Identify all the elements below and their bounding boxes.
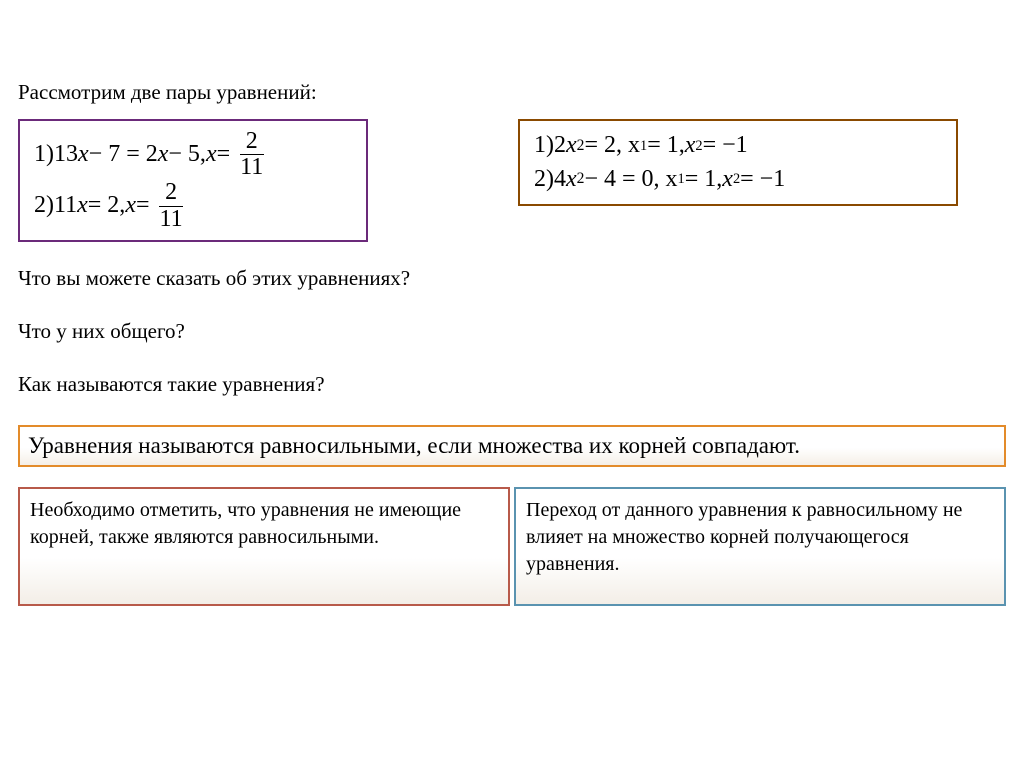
eq-text: = 1, xyxy=(685,163,723,197)
eq-text: = 1, xyxy=(647,129,685,163)
equation-box-right: 1)2 x2 = 2, x1 = 1, x2 = −1 2)4 x2 − 4 =… xyxy=(518,119,958,206)
right-equation-1: 1)2 x2 = 2, x1 = 1, x2 = −1 xyxy=(534,129,942,163)
var-x: x xyxy=(206,138,217,172)
eq-text: = xyxy=(217,138,231,172)
notes-row: Необходимо отметить, что уравнения не им… xyxy=(18,487,1006,606)
var-x: x xyxy=(566,129,577,163)
var-x: x xyxy=(125,189,136,223)
eq-text: 2)11 xyxy=(34,189,77,223)
questions-block: Что вы можете сказать об этих уравнениях… xyxy=(18,266,1006,397)
fraction-denominator: 11 xyxy=(234,155,269,180)
eq-text: 1)13 xyxy=(34,138,78,172)
var-x: x xyxy=(78,138,89,172)
eq-text: = −1 xyxy=(703,129,748,163)
exponent: 2 xyxy=(577,135,585,157)
exponent: 2 xyxy=(577,168,585,190)
var-x: x xyxy=(77,189,88,223)
fraction: 2 11 xyxy=(234,129,269,180)
eq-text: 2)4 xyxy=(534,163,566,197)
var-x: x xyxy=(566,163,577,197)
eq-text: = xyxy=(136,189,150,223)
eq-text: − 5, xyxy=(168,138,206,172)
definition-banner: Уравнения называются равносильными, если… xyxy=(18,425,1006,467)
var-x: x xyxy=(722,163,733,197)
subscript: 2 xyxy=(733,169,740,189)
var-x: x xyxy=(158,138,169,172)
fraction: 2 11 xyxy=(154,180,189,231)
question-3: Как называются такие уравнения? xyxy=(18,372,1006,397)
question-2: Что у них общего? xyxy=(18,319,1006,344)
left-equation-1: 1)13 x − 7 = 2 x − 5, x = 2 11 xyxy=(34,129,352,180)
fraction-numerator: 2 xyxy=(240,129,264,155)
subscript: 1 xyxy=(640,136,647,156)
eq-text: − 4 = 0, x xyxy=(584,163,677,197)
equation-boxes-row: 1)13 x − 7 = 2 x − 5, x = 2 11 2)11 x = … xyxy=(18,119,1006,242)
eq-text: = 2, x xyxy=(584,129,640,163)
left-equation-2: 2)11 x = 2, x = 2 11 xyxy=(34,180,352,231)
var-x: x xyxy=(685,129,696,163)
subscript: 2 xyxy=(695,136,702,156)
fraction-numerator: 2 xyxy=(159,180,183,206)
question-1: Что вы можете сказать об этих уравнениях… xyxy=(18,266,1006,291)
subscript: 1 xyxy=(678,169,685,189)
fraction-denominator: 11 xyxy=(154,207,189,232)
equation-box-left: 1)13 x − 7 = 2 x − 5, x = 2 11 2)11 x = … xyxy=(18,119,368,242)
eq-text: − 7 = 2 xyxy=(89,138,158,172)
right-equation-2: 2)4 x2 − 4 = 0, x1 = 1, x2 = −1 xyxy=(534,163,942,197)
note-box-left: Необходимо отметить, что уравнения не им… xyxy=(18,487,510,606)
note-box-right: Переход от данного уравнения к равносиль… xyxy=(514,487,1006,606)
intro-text: Рассмотрим две пары уравнений: xyxy=(18,80,1006,105)
eq-text: 1)2 xyxy=(534,129,566,163)
eq-text: = 2, xyxy=(88,189,126,223)
eq-text: = −1 xyxy=(740,163,785,197)
